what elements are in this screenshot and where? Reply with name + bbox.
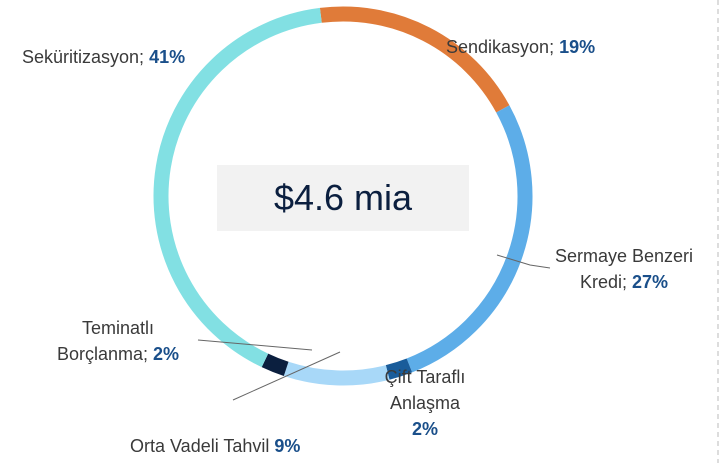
donut-slice xyxy=(319,6,510,113)
center-label: $4.6 mia xyxy=(217,165,469,231)
category: Seküritizasyon; xyxy=(22,47,145,67)
slice-label: Sendikasyon; 19% xyxy=(446,34,595,60)
donut-slice xyxy=(153,7,322,368)
category: Orta Vadeli Tahvil xyxy=(130,436,270,456)
slice-label: Seküritizasyon; 41% xyxy=(22,44,185,70)
slice-label: Çift Taraflı Anlaşma 2% xyxy=(370,364,480,442)
slice-label: Sermaye Benzeri Kredi; 27% xyxy=(534,243,714,295)
donut xyxy=(153,6,533,386)
leader-line xyxy=(496,254,551,269)
donut-slice xyxy=(406,105,533,373)
value-label: 41% xyxy=(149,47,186,67)
category: Teminatlı Borçlanma; xyxy=(56,318,155,364)
value-label: 19% xyxy=(559,37,596,57)
category: Sendikasyon; xyxy=(446,37,555,57)
category: Sermaye Benzeri Kredi; xyxy=(554,246,694,292)
donut-slice xyxy=(385,358,413,380)
leader-line xyxy=(197,339,313,351)
value-label: 27% xyxy=(632,272,669,292)
value-label: 2% xyxy=(153,344,180,364)
value-label: 9% xyxy=(274,436,301,456)
leader-line xyxy=(232,351,341,401)
value-label: 2% xyxy=(411,419,438,439)
category: Çift Taraflı Anlaşma xyxy=(384,367,466,413)
slice-label: Orta Vadeli Tahvil 9% xyxy=(130,433,300,459)
slice-label: Teminatlı Borçlanma; 2% xyxy=(48,315,188,367)
donut-slice xyxy=(261,353,289,377)
